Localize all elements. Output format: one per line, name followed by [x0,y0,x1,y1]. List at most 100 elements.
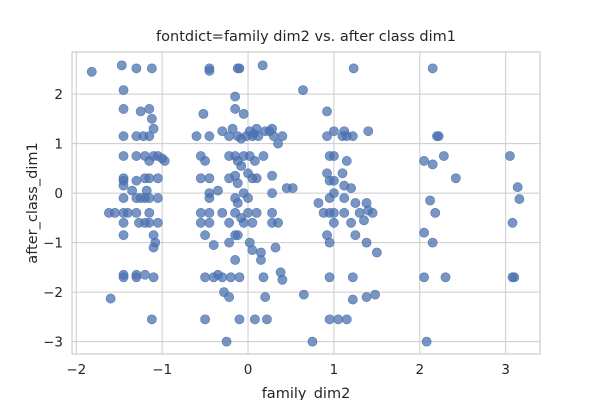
y-tick-label: 1 [54,137,63,153]
data-point [273,138,283,149]
y-tick-label: 2 [54,87,63,103]
data-point [341,314,352,325]
data-point [322,106,332,117]
y-axis-ticks: −3 −2 −1 0 1 2 [43,87,63,351]
data-point [363,126,374,137]
y-tick-label: 0 [54,186,63,202]
data-point [371,247,382,258]
data-point [337,168,348,179]
data-point [361,292,372,302]
x-tick-label: −1 [152,362,172,378]
data-point [313,198,324,208]
data-point [148,272,159,283]
data-point [350,230,361,241]
data-point [195,208,206,218]
data-point [200,230,211,241]
data-point [425,195,435,206]
data-point [118,180,129,191]
data-point [135,106,146,117]
data-point [224,217,235,228]
data-point [204,208,215,218]
data-point [298,289,309,300]
data-point [195,217,206,228]
data-point [118,230,129,241]
data-point [419,156,429,166]
data-point [198,108,209,119]
data-point [135,193,146,203]
data-point [227,123,238,134]
data-point [257,60,268,71]
data-point [232,230,243,241]
data-point [433,131,444,142]
data-point [267,188,277,198]
data-point [118,104,129,114]
data-point [204,217,215,228]
data-point [144,208,155,218]
x-tick-label: 2 [415,362,424,378]
data-point [131,269,142,280]
data-point [273,217,283,228]
data-point [146,63,157,74]
data-point [152,173,163,184]
data-point [200,314,211,325]
data-point [339,193,350,203]
data-point [329,151,339,161]
data-point [217,208,228,218]
data-point [144,217,155,228]
data-point [200,272,211,283]
data-point [213,185,223,196]
data-point [247,245,258,255]
data-point [146,314,157,325]
data-point [234,63,245,74]
data-point [144,104,155,114]
data-point [419,272,429,283]
data-point [287,183,298,194]
data-point [159,156,170,166]
data-point [440,272,451,283]
data-point [234,314,245,325]
x-tick-label: −2 [66,362,86,378]
data-point [507,217,518,228]
data-point [347,272,358,283]
data-point [430,208,441,218]
data-point [134,217,144,228]
data-point [217,272,228,283]
data-point [224,292,235,302]
data-point [359,215,369,226]
data-point [258,272,269,283]
data-point [438,151,449,161]
data-point [450,173,461,184]
data-point [427,159,438,170]
data-point [322,131,332,142]
data-point [247,217,258,228]
plot-area [72,52,540,354]
data-point [346,183,356,194]
data-point [131,208,142,218]
data-point [277,274,288,285]
data-point [144,173,155,184]
data-point [152,217,163,228]
data-point [262,314,272,325]
data-point [238,217,249,228]
data-point [250,314,260,325]
data-point [329,188,339,198]
y-tick-label: −3 [43,335,63,351]
chart-title: fontdict=family dim2 vs. after class dim… [156,29,456,45]
data-point [260,292,271,302]
data-point [341,156,352,166]
data-point [116,60,127,71]
data-point [230,104,241,114]
data-point [243,208,253,218]
data-point [421,336,432,347]
data-point [148,123,159,134]
data-point [236,160,247,171]
data-point [191,131,202,142]
y-tick-label: −1 [43,236,63,252]
data-point [140,269,150,280]
data-point [370,289,381,300]
data-point [221,336,232,347]
data-point [217,126,228,137]
data-point [514,194,525,204]
x-tick-label: 3 [501,362,510,378]
data-point [200,156,211,166]
